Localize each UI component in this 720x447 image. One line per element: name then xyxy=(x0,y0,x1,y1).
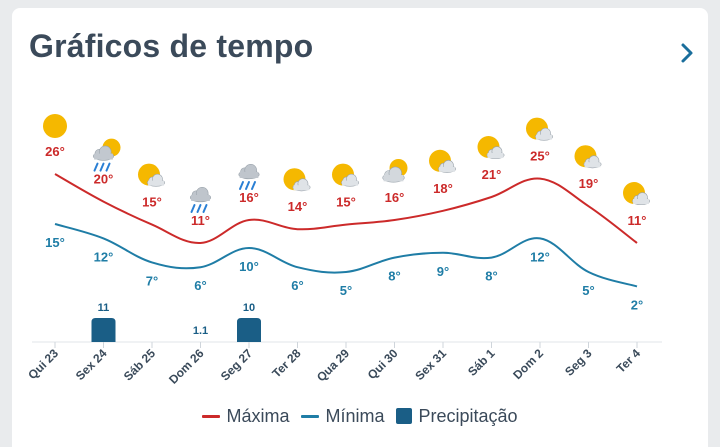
partly-cloudy-icon xyxy=(623,182,650,206)
precip-bar[interactable] xyxy=(91,318,116,342)
min-temp-label: 5° xyxy=(340,283,352,298)
partly-cloudy-icon xyxy=(332,163,359,187)
min-temp-label: 15° xyxy=(45,235,65,250)
min-temp-label: 8° xyxy=(388,269,400,284)
max-temp-label: 16° xyxy=(385,190,405,205)
max-temp-label: 21° xyxy=(482,167,502,182)
partly-cloudy-icon xyxy=(574,145,602,169)
chevron-right-icon[interactable] xyxy=(676,42,698,64)
x-tick-label: Sáb 25 xyxy=(121,346,158,383)
x-tick-label: Qua 29 xyxy=(314,346,352,384)
legend-max-label: Máxima xyxy=(226,405,290,426)
legend-max[interactable]: Máxima xyxy=(202,406,289,427)
max-temp-label: 19° xyxy=(579,176,599,191)
min-temp-label: 5° xyxy=(582,283,594,298)
x-tick-label: Qui 30 xyxy=(365,346,401,382)
x-tick-label: Dom 2 xyxy=(510,346,546,382)
sun-icon xyxy=(43,114,67,138)
partly-cloudy-icon xyxy=(138,163,165,187)
partly-cloudy-icon xyxy=(429,149,456,173)
min-temp-label: 12° xyxy=(530,249,550,264)
max-temp-label: 18° xyxy=(433,181,453,196)
x-tick-label: Ter 28 xyxy=(269,346,304,381)
rain-cloud-icon xyxy=(238,164,260,190)
x-tick-label: Seg 27 xyxy=(218,346,255,383)
min-temp-label: 9° xyxy=(437,264,449,279)
partly-cloudy-icon xyxy=(477,136,505,160)
min-temp-label: 7° xyxy=(146,273,158,288)
min-temp-label: 8° xyxy=(485,269,497,284)
rain-cloud-icon xyxy=(93,138,121,172)
precip-label: 11 xyxy=(98,302,110,314)
max-temp-label: 25° xyxy=(530,149,550,164)
page-title: Gráficos de tempo xyxy=(29,28,314,64)
precip-label: 1.1 xyxy=(193,325,208,337)
cloudy-icon xyxy=(382,159,408,183)
legend-max-swatch xyxy=(202,414,221,418)
legend-precip-swatch xyxy=(396,408,413,424)
precip-bar[interactable] xyxy=(237,318,261,342)
x-tick-label: Ter 4 xyxy=(614,346,644,376)
x-tick-label: Dom 26 xyxy=(166,346,207,387)
legend-precip[interactable]: Precipitação xyxy=(396,405,518,427)
max-temp-label: 14° xyxy=(288,199,308,214)
x-tick-label: Sex 31 xyxy=(412,346,449,383)
min-temp-label: 6° xyxy=(194,278,206,293)
min-temp-label: 6° xyxy=(291,278,303,293)
min-temp-label: 10° xyxy=(239,259,259,274)
max-temp-label: 20° xyxy=(94,172,114,187)
min-temp-label: 2° xyxy=(631,297,643,312)
legend-min-swatch xyxy=(301,414,320,418)
max-temp-line xyxy=(54,173,638,245)
legend-precip-label: Precipitação xyxy=(418,405,518,426)
weather-chart: Qui 23 Sex 24 Sáb 25 Dom 26 Seg 27 Ter 28 Qua … xyxy=(25,114,662,387)
legend-min[interactable]: Mínima xyxy=(301,406,384,427)
partly-cloudy-icon xyxy=(526,117,553,141)
rain-cloud-icon xyxy=(190,187,212,213)
x-tick-label: Qui 23 xyxy=(25,346,61,382)
max-temp-label: 15° xyxy=(142,195,162,210)
max-temp-label: 15° xyxy=(336,195,356,210)
max-temp-label: 16° xyxy=(239,190,259,205)
chart-legend: Máxima Mínima Precipitação xyxy=(0,404,720,428)
partly-cloudy-icon xyxy=(283,168,311,192)
min-temp-label: 12° xyxy=(94,249,114,264)
max-temp-label: 26° xyxy=(45,144,65,159)
max-temp-label: 11° xyxy=(628,213,647,228)
min-temp-line xyxy=(54,223,638,288)
x-tick-label: Seg 3 xyxy=(562,346,595,379)
precip-label: 10 xyxy=(243,302,255,314)
weather-chart-card: Gráficos de tempo xyxy=(12,8,708,447)
legend-min-label: Mínima xyxy=(325,405,385,426)
x-tick-label: Sex 24 xyxy=(73,346,110,383)
x-tick-label: Sáb 1 xyxy=(465,346,498,379)
max-temp-label: 11° xyxy=(191,213,210,228)
